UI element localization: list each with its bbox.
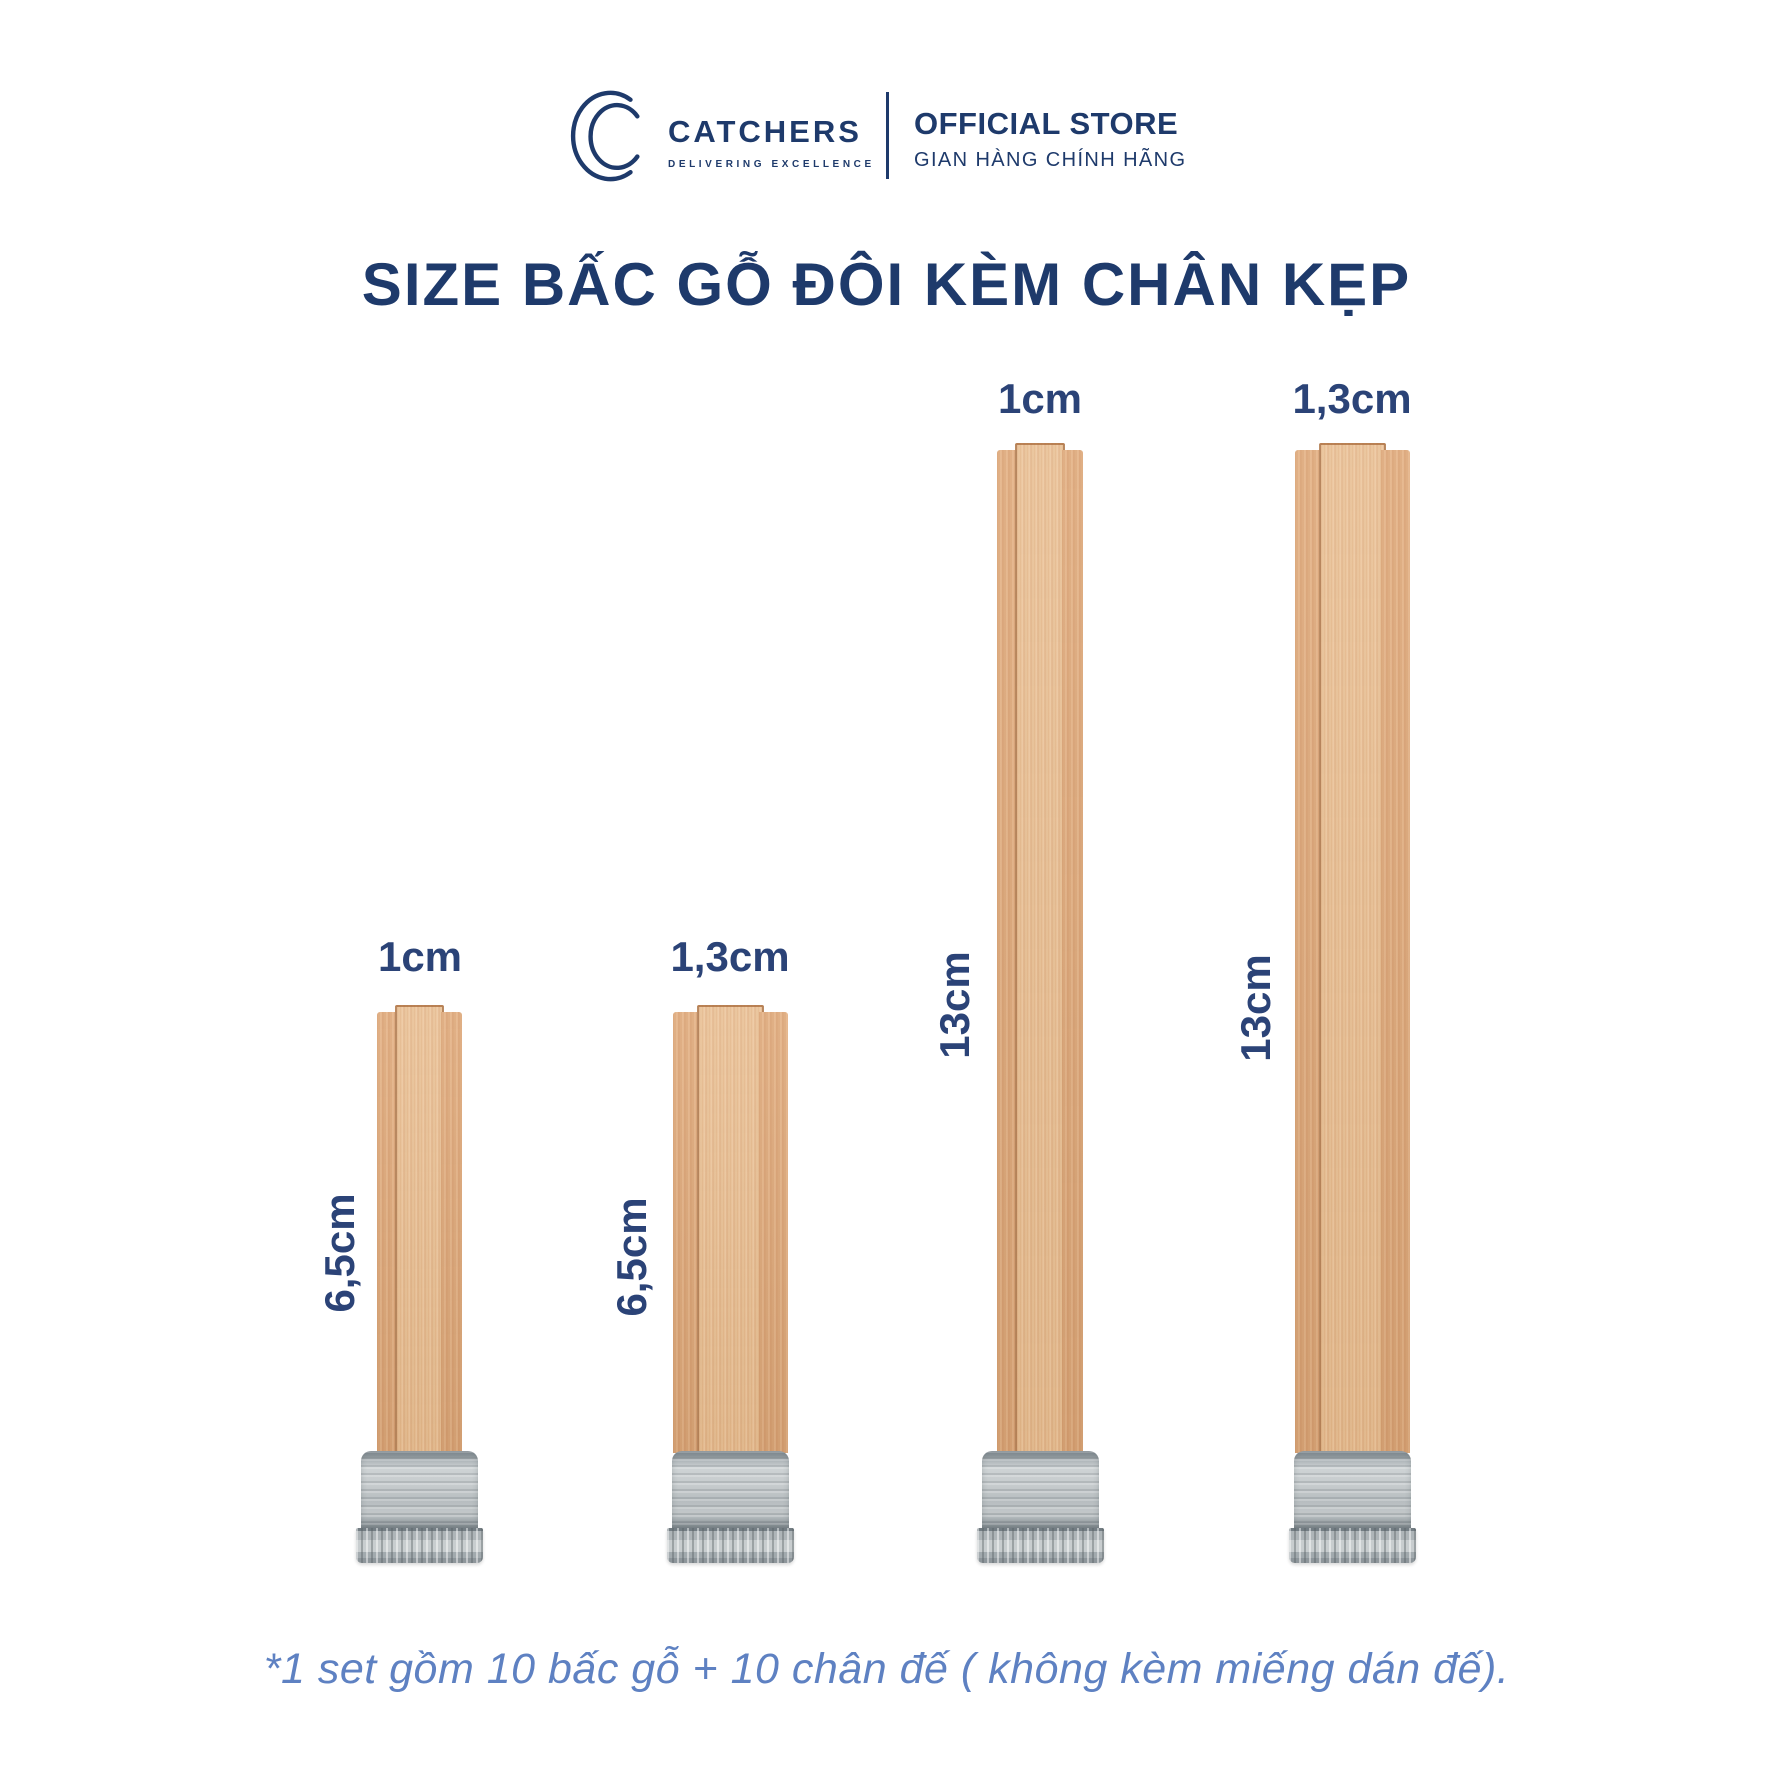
wick-center-ply [1319,443,1386,1453]
wooden-wick [377,1005,462,1453]
clip-body [672,1451,789,1528]
catchers-double-c-icon [570,90,640,182]
store-subtitle: GIAN HÀNG CHÍNH HÃNG [914,149,1187,171]
wick-width-label: 1,3cm [670,933,790,980]
wooden-wick [997,443,1083,1453]
wick-width-label: 1,3cm [1292,375,1412,422]
header-divider [886,92,889,179]
wick-right-ply [759,1012,788,1453]
wick-width-label: 1cm [997,375,1083,422]
wick-right-ply [1061,450,1083,1453]
wick-left-ply [1295,450,1324,1453]
wick-left-ply [377,1012,399,1453]
page-title: SIZE BẤC GỖ ĐÔI KÈM CHÂN KẸP [361,251,1412,318]
wick-height-label: 6,5cm [316,1193,363,1313]
clip-body [1294,1451,1411,1528]
brand-name: CATCHERS [668,114,862,149]
clip-body [361,1451,478,1528]
set-footnote: *1 set gồm 10 bấc gỗ + 10 chân đế ( khôn… [263,1645,1510,1693]
metal-clip-base [977,1451,1104,1563]
wooden-wick [1295,443,1410,1453]
clip-flange [667,1528,794,1563]
wooden-wick [673,1005,788,1453]
brand-block: CATCHERS DELIVERING EXCELLENCE [668,114,878,170]
wick-height-label: 6,5cm [608,1197,655,1317]
metal-clip-base [1289,1451,1416,1563]
clip-flange [977,1528,1104,1563]
wick-center-ply [697,1005,764,1453]
clip-body [982,1451,1099,1528]
clip-flange [1289,1528,1416,1563]
metal-clip-base [356,1451,483,1563]
clip-flange [356,1528,483,1563]
wick-left-ply [997,450,1019,1453]
brand-tagline: DELIVERING EXCELLENCE [668,159,875,170]
wick-width-label: 1cm [377,933,463,980]
wick-left-ply [673,1012,702,1453]
wick-right-ply [440,1012,462,1453]
wick-center-ply [1015,443,1065,1453]
wick-height-label: 13cm [1232,954,1279,1062]
metal-clip-base [667,1451,794,1563]
wick-height-label: 13cm [931,951,978,1059]
wick-center-ply [394,1005,445,1453]
store-title: OFFICIAL STORE [914,106,1179,141]
store-block: OFFICIAL STORE GIAN HÀNG CHÍNH HÃNG [914,106,1234,172]
wick-right-ply [1381,450,1410,1453]
